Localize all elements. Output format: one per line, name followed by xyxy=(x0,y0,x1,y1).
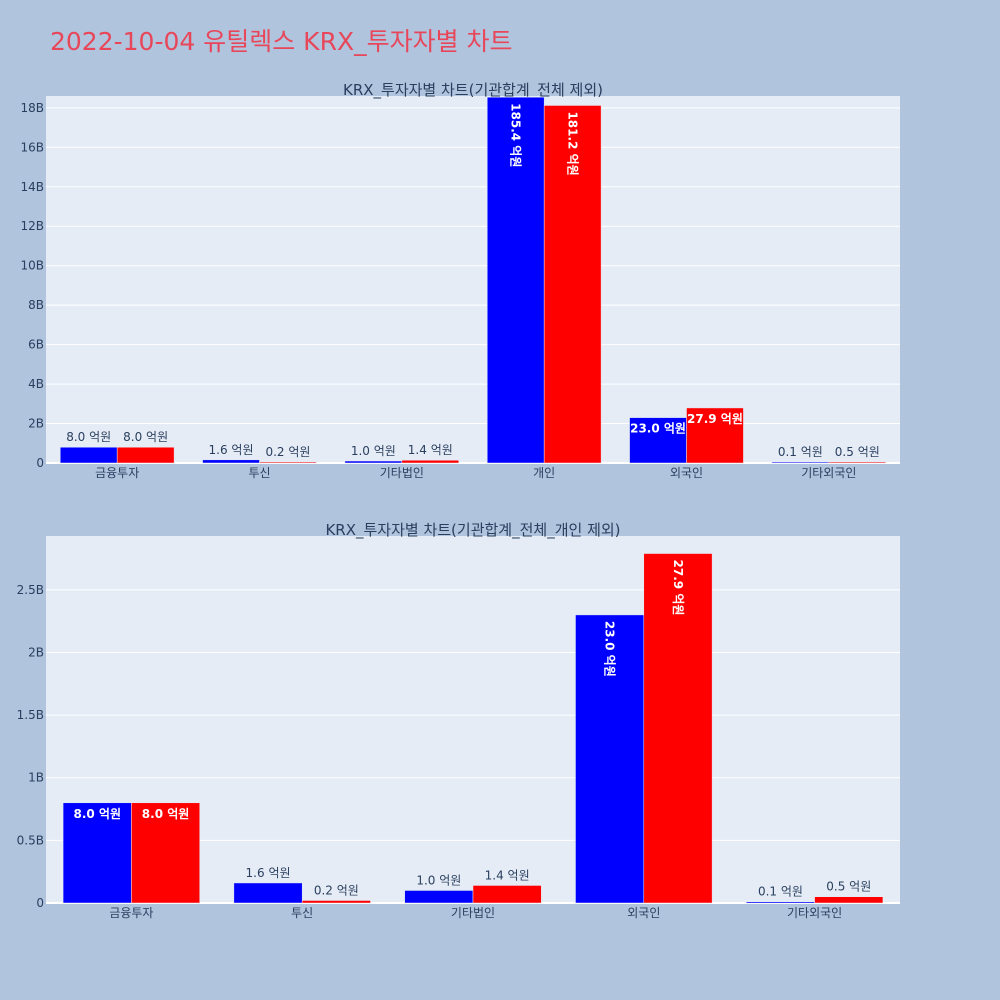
y-tick-label: 4B xyxy=(28,377,44,391)
x-tick-label: 투신 xyxy=(248,466,270,480)
bar-value-label: 8.0 억원 xyxy=(123,430,168,444)
chart-excl-institutions-individuals: 0 0.5B 1B 1.5B 2B 2.5B KRX_투자자별 차트(기관합계_전체_개인 … xyxy=(17,521,900,920)
bar-value-label: 23.0 억원 xyxy=(602,621,616,677)
y-tick-label: 6B xyxy=(28,338,44,352)
x-tick-label: 개인 xyxy=(533,466,555,480)
y-tick-label: 8B xyxy=(28,298,44,312)
buy-bar xyxy=(486,96,545,464)
x-tick-label: 외국인 xyxy=(627,906,660,920)
bar-value-label: 27.9 억원 xyxy=(687,412,743,426)
buy-bar xyxy=(59,446,118,464)
bar-value-label: 0.2 억원 xyxy=(314,883,359,897)
y-tick-label: 1.5B xyxy=(17,708,44,722)
sell-bar xyxy=(643,553,713,904)
bar-value-label: 0.1 억원 xyxy=(778,445,823,459)
y-tick-label: 0 xyxy=(36,456,44,470)
bar-value-label: 1.6 억원 xyxy=(246,866,291,880)
plot-area xyxy=(46,96,900,463)
sell-bar xyxy=(301,900,371,904)
y-tick-label: 12B xyxy=(20,219,44,233)
bar-value-label: 8.0 억원 xyxy=(73,807,121,821)
buy-bar xyxy=(233,882,303,904)
bar-value-label: 8.0 억원 xyxy=(66,430,111,444)
y-tick-label: 18B xyxy=(20,101,44,115)
buy-bar xyxy=(771,461,830,464)
buy-bar xyxy=(575,614,645,904)
buy-bar xyxy=(202,459,260,464)
y-tick-label: 0.5B xyxy=(17,833,44,847)
buy-bar xyxy=(746,901,815,904)
sell-bar xyxy=(259,461,317,464)
chart-title: KRX_투자자별 차트(기관합계_전체_개인 제외) xyxy=(325,521,620,540)
x-tick-label: 기타외국인 xyxy=(801,466,856,480)
bar-value-label: 185.4 억원 xyxy=(509,103,523,167)
sell-bar xyxy=(116,446,175,464)
bar-value-label: 27.9 억원 xyxy=(671,560,685,616)
buy-bar xyxy=(404,890,474,904)
chart-excl-institutions: 0 2B 4B 6B 8B 10B 12B 14B 16B 18B KRX_투자자별 차트(기관합계… xyxy=(20,81,900,480)
x-tick-label: 금융투자 xyxy=(95,466,139,480)
bar-value-label: 0.2 억원 xyxy=(265,445,310,459)
y-tick-label: 10B xyxy=(20,259,44,273)
y-tick-label: 14B xyxy=(20,180,44,194)
y-tick-label: 2.5B xyxy=(17,583,44,597)
y-tick-label: 2B xyxy=(28,645,44,659)
buy-bar xyxy=(62,802,132,904)
sell-bar xyxy=(401,459,460,464)
bar-value-label: 1.4 억원 xyxy=(485,868,530,882)
buy-bar xyxy=(629,417,687,464)
bar-value-label: 23.0 억원 xyxy=(630,422,686,436)
x-tick-label: 기타법인 xyxy=(380,466,424,480)
x-tick-label: 기타외국인 xyxy=(787,906,842,920)
bar-value-label: 0.5 억원 xyxy=(835,445,880,459)
bar-value-label: 0.5 억원 xyxy=(826,880,871,894)
bar-value-label: 1.4 억원 xyxy=(408,443,453,457)
sell-bar xyxy=(686,407,744,464)
buy-bar xyxy=(344,460,403,464)
sell-bar xyxy=(131,802,200,904)
x-tick-label: 금융투자 xyxy=(109,906,153,920)
sell-bar xyxy=(828,461,887,464)
sell-bar xyxy=(543,105,602,464)
page-title: 2022-10-04 유틸렉스 KRX_투자자별 차트 xyxy=(50,27,513,56)
sell-bar xyxy=(814,896,884,904)
y-tick-label: 16B xyxy=(20,140,44,154)
sell-bar xyxy=(472,885,542,904)
x-tick-label: 외국인 xyxy=(670,466,703,480)
bar-value-label: 1.0 억원 xyxy=(351,444,396,458)
x-tick-label: 투신 xyxy=(291,906,313,920)
bar-value-label: 1.0 억원 xyxy=(416,873,461,887)
chart-title: KRX_투자자별 차트(기관합계_전체 제외) xyxy=(343,81,603,100)
bar-value-label: 181.2 억원 xyxy=(565,111,579,175)
bar-value-label: 1.6 억원 xyxy=(209,443,254,457)
bar-value-label: 8.0 억원 xyxy=(142,807,190,821)
x-tick-label: 기타법인 xyxy=(451,906,495,920)
y-tick-label: 2B xyxy=(28,417,44,431)
y-tick-label: 0 xyxy=(36,896,44,910)
bar-value-label: 0.1 억원 xyxy=(758,885,803,899)
y-tick-label: 1B xyxy=(28,771,44,785)
